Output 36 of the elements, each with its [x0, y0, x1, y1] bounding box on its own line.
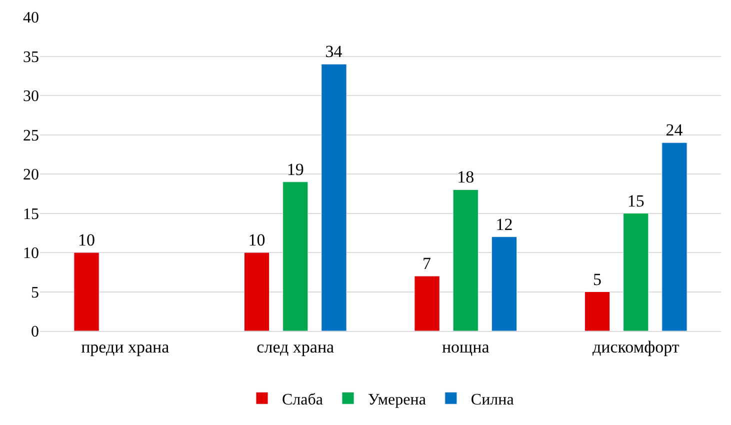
x-tick-label: след храна [256, 337, 335, 356]
y-tick-label: 25 [23, 127, 39, 144]
x-tick-label: нощна [442, 337, 490, 356]
bar [584, 292, 610, 331]
bar [491, 236, 518, 331]
y-tick-label: 15 [23, 206, 39, 223]
x-tick-label: дискомфорт [592, 337, 680, 356]
data-label: 7 [422, 254, 432, 274]
legend-label: Силна [470, 391, 514, 408]
x-tick-label: преди храна [81, 337, 170, 356]
legend-label: Слаба [282, 391, 323, 408]
bar [74, 252, 100, 331]
data-label: 5 [593, 270, 602, 289]
y-tick-label: 40 [23, 10, 39, 27]
y-tick-label: 35 [23, 48, 39, 66]
y-tick-label: 20 [23, 166, 39, 184]
data-label: 18 [457, 168, 474, 187]
data-label: 10 [78, 230, 96, 250]
bar [244, 252, 270, 331]
bar [282, 182, 308, 331]
data-label: 19 [286, 160, 304, 179]
legend-label: Умерена [368, 391, 426, 408]
data-label: 10 [248, 230, 266, 250]
bar [414, 276, 440, 331]
bar [662, 142, 688, 331]
bar [452, 189, 478, 331]
y-tick-label: 5 [31, 284, 39, 302]
bar [623, 213, 649, 331]
data-label: 24 [666, 120, 684, 140]
data-label: 12 [496, 214, 513, 234]
y-tick-label: 10 [23, 245, 39, 262]
data-label: 34 [325, 42, 343, 62]
y-tick-label: 30 [23, 88, 39, 106]
y-tick-label: 0 [31, 324, 39, 341]
bar [321, 64, 347, 331]
data-label: 15 [627, 191, 644, 210]
